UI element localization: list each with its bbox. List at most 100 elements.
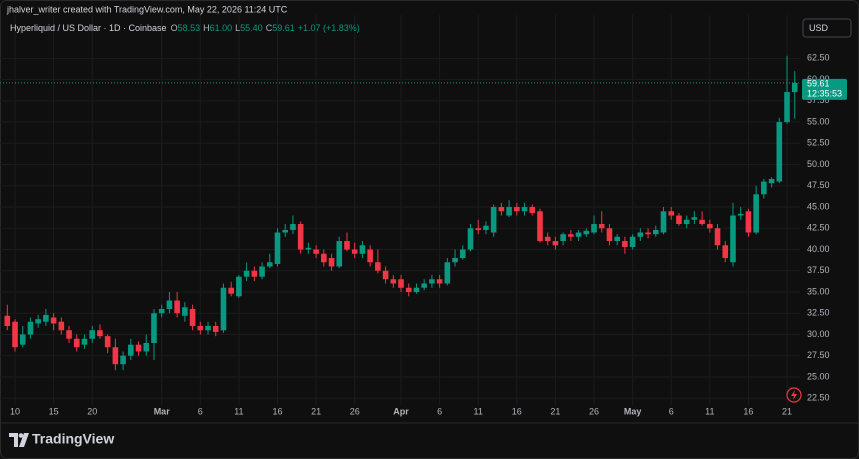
candle-body: [506, 207, 512, 216]
candle-body: [714, 228, 721, 246]
y-tick-label: 50.00: [807, 159, 830, 169]
y-tick-label: 52.50: [807, 138, 830, 148]
x-tick-label: 15: [49, 406, 59, 416]
candle-body: [104, 336, 111, 348]
candle-body: [398, 279, 404, 288]
last-price-box: [802, 78, 847, 100]
candle-body: [35, 319, 41, 324]
symbol: Hyperliquid / US Dollar · 1D · Coinbase: [10, 23, 167, 33]
countdown: 12:35:53: [807, 88, 842, 98]
candle-body: [676, 215, 682, 225]
candle-body: [135, 344, 142, 352]
candle-body: [58, 321, 65, 331]
candle-body: [622, 241, 628, 247]
candle-body: [568, 234, 574, 237]
candle-body: [575, 232, 582, 237]
y-tick-label: 57.50: [807, 95, 830, 105]
x-tick-label: May: [624, 406, 642, 416]
candle-body: [429, 279, 435, 284]
ohlc-value: 58.53: [178, 23, 201, 33]
candle-body: [490, 207, 497, 233]
candle-body: [745, 211, 752, 233]
candle-body: [737, 213, 744, 216]
x-tick-label: 20: [87, 406, 97, 416]
x-tick-label: 6: [669, 406, 674, 416]
candle-body: [174, 300, 180, 314]
candle-body: [459, 249, 466, 259]
logo: [9, 433, 29, 447]
candle-body: [521, 207, 528, 212]
candle-body: [660, 211, 667, 233]
x-tick-label: 26: [350, 406, 360, 416]
candle-body: [598, 224, 605, 229]
candle-body: [274, 232, 281, 264]
candle-body: [81, 338, 88, 345]
y-tick-label: 62.50: [807, 53, 830, 63]
candle-body: [251, 270, 258, 277]
candle-body: [421, 283, 427, 288]
candle-body: [266, 262, 273, 267]
candle-body: [97, 330, 103, 337]
candle-body: [784, 91, 790, 123]
candle-body: [699, 219, 705, 225]
y-tick-label: 30.00: [807, 329, 830, 339]
x-tick-label: 21: [550, 406, 560, 416]
candle-body: [730, 215, 736, 263]
x-tick-label: 21: [311, 406, 321, 416]
candle-body: [158, 308, 165, 314]
candle-body: [89, 330, 96, 339]
y-tick-label: 55.00: [807, 116, 830, 126]
candle-body: [205, 325, 211, 331]
candle-body: [120, 355, 126, 365]
candle-body: [151, 313, 157, 343]
candle-body: [43, 314, 49, 322]
x-tick-label: 16: [272, 406, 282, 416]
candle-body: [537, 211, 543, 242]
candle-body: [683, 219, 690, 225]
y-tick-label: 32.50: [807, 308, 830, 318]
candle-body: [297, 224, 304, 250]
candle-body: [514, 207, 520, 212]
candle-body: [591, 224, 597, 233]
attribution: jhalver_writer created with TradingView.…: [6, 4, 288, 14]
candle-body: [236, 276, 242, 297]
candle-body: [19, 334, 26, 345]
candle-body: [282, 229, 289, 233]
candle-body: [220, 287, 227, 331]
candle-body: [290, 224, 296, 230]
candle-body: [529, 207, 536, 213]
candle-body: [583, 230, 590, 235]
grid: [0, 15, 800, 405]
symbol-legend: Hyperliquid / US Dollar · 1D · Coinbase O…: [10, 23, 360, 33]
currency[interactable]: USD: [809, 23, 829, 33]
ohlc-key: H: [203, 23, 210, 33]
candle-body: [544, 236, 551, 242]
y-tick-label: 47.50: [807, 180, 830, 190]
candle-body: [359, 245, 366, 254]
candle-body: [776, 122, 783, 182]
ohlc-value: 55.40: [240, 23, 263, 33]
ohlc-value: 59.61: [272, 23, 295, 33]
candle-body: [498, 207, 505, 212]
candle-body: [382, 270, 389, 280]
y-tick-label: 37.50: [807, 265, 830, 275]
x-tick-label: Apr: [393, 406, 409, 416]
x-tick-label: 11: [474, 406, 483, 416]
ohlc-key: C: [266, 23, 273, 33]
candle-body: [606, 228, 613, 242]
x-tick-label: 10: [10, 406, 20, 416]
candle-body: [645, 232, 651, 235]
ohlc-value: 61.00: [210, 23, 233, 33]
candles: [4, 55, 798, 371]
candle-body: [112, 347, 119, 365]
currency-button[interactable]: [802, 18, 852, 38]
candle-body: [12, 321, 18, 348]
candle-body: [305, 247, 312, 250]
candle-body: [367, 249, 373, 263]
candle-body: [436, 279, 443, 284]
candle-body: [73, 338, 80, 348]
y-tick-label: 22.50: [807, 393, 830, 403]
candle-body: [652, 229, 659, 235]
candle-body: [452, 258, 458, 263]
